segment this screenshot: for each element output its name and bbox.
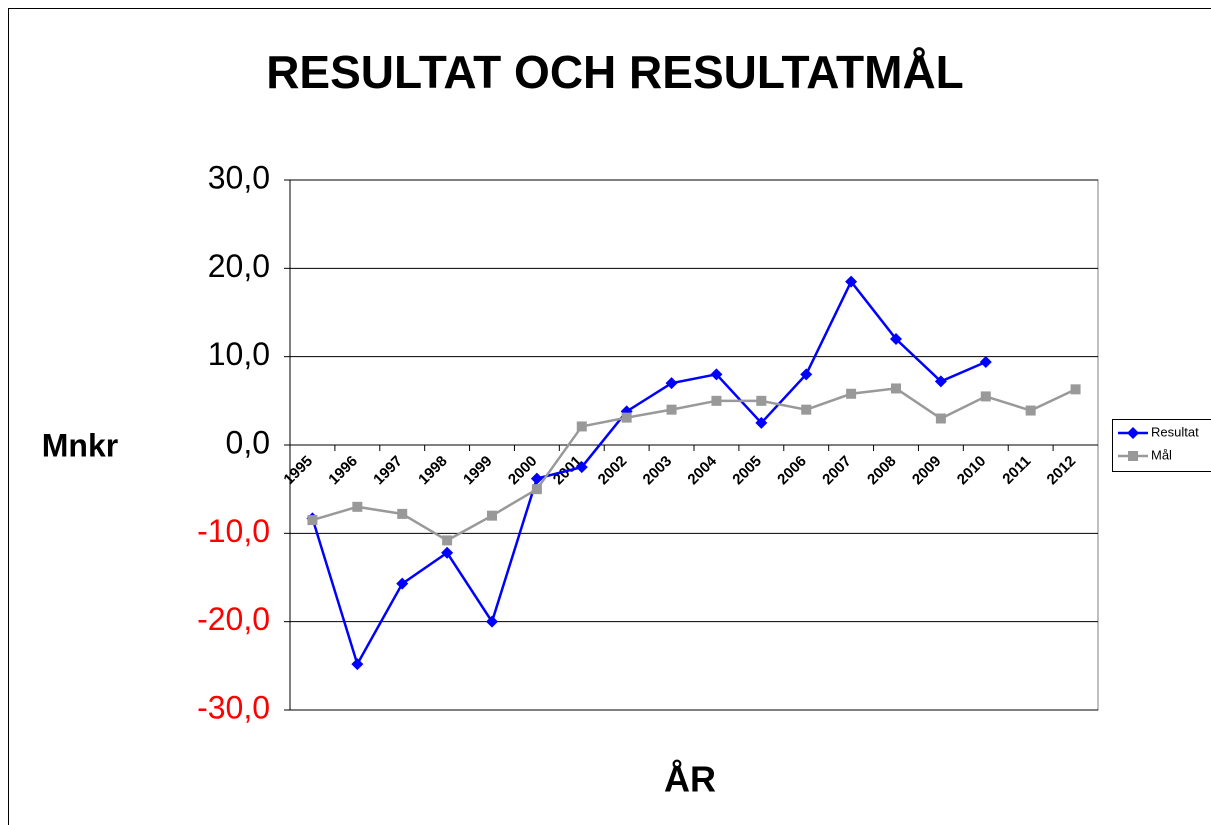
data-point [891,383,901,394]
legend-label: Resultat [1151,424,1199,439]
data-point [934,375,947,388]
data-point [351,658,364,671]
data-point [396,577,409,590]
y-tick-label: 10,0 [208,336,270,372]
data-point [800,368,813,381]
data-point [1127,427,1139,439]
series-line [311,279,987,668]
y-tick-label: -10,0 [197,513,270,549]
data-point [846,388,857,399]
series [306,275,992,671]
y-tick-label: 30,0 [208,159,270,195]
data-point [801,404,812,415]
data-point [666,404,677,415]
y-tick-label: 20,0 [208,248,270,284]
series [307,383,1081,546]
data-point [352,501,363,512]
data-point [486,615,498,628]
data-point [530,472,543,485]
y-tick-label: -30,0 [197,689,270,725]
data-point [487,510,497,521]
y-tick-label: -20,0 [197,601,270,637]
data-point [755,416,768,429]
y-axis-label: Mnkr [42,427,118,463]
data-point [307,515,318,526]
data-point [1070,384,1081,395]
x-axis-label: ÅR [664,759,716,800]
data-point [397,508,408,519]
legend-box [1112,419,1211,472]
data-point [621,412,632,423]
data-point [575,461,588,474]
series-line [312,387,1077,542]
data-point [710,368,723,381]
data-point [935,413,946,424]
data-point [442,535,453,546]
data-point [531,484,542,495]
data-point [979,355,992,368]
legend: Resultat Mål [1112,419,1211,472]
data-point [576,421,587,432]
data-point [1025,405,1036,416]
data-point [756,395,767,406]
data-point [980,391,991,402]
data-point [665,377,678,390]
legend-label: Mål [1151,447,1172,462]
data-point [441,546,454,559]
data-point [1128,451,1138,461]
chart-title: RESULTAT OCH RESULTATMÅL [266,46,964,98]
data-point [890,333,902,345]
data-point [711,395,722,406]
y-tick-label: 0,0 [226,424,270,460]
data-point [845,275,858,288]
